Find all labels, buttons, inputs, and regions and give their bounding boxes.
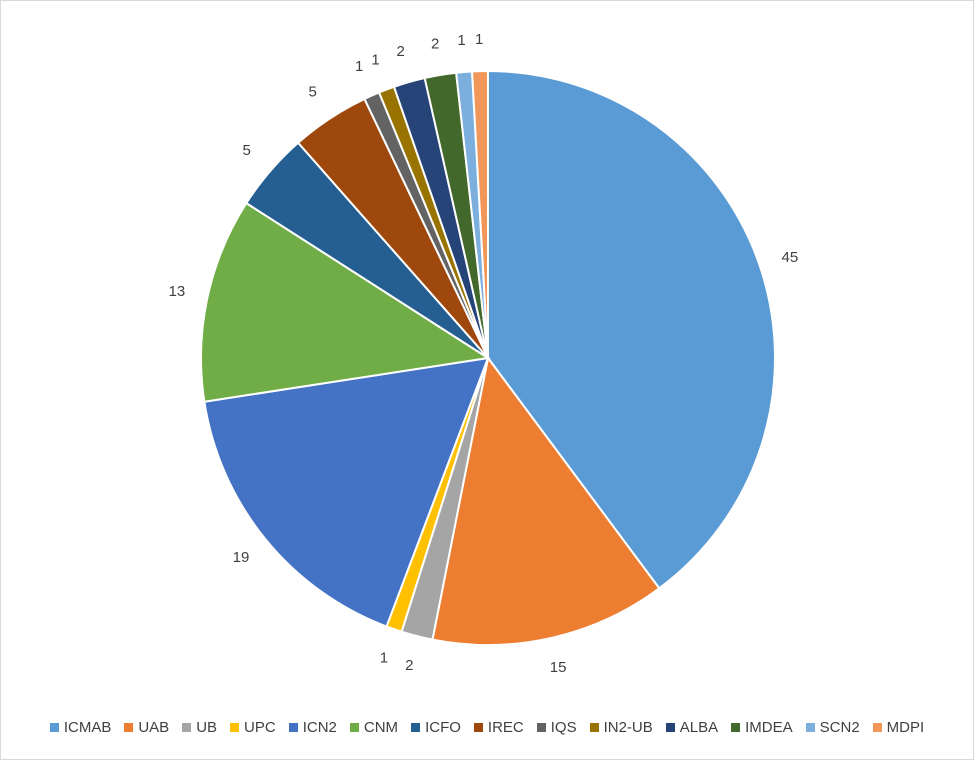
legend-label: UPC: [244, 719, 276, 736]
legend-item: CNM: [349, 719, 399, 736]
data-label: 45: [782, 249, 799, 266]
legend-swatch: [349, 723, 359, 732]
legend-swatch: [230, 723, 240, 732]
legend-item: UPC: [230, 719, 276, 736]
data-label: 1: [355, 58, 363, 75]
legend-swatch: [411, 723, 421, 732]
legend-label: IMDEA: [745, 719, 793, 736]
legend-label: ICMAB: [63, 719, 112, 736]
legend-swatch: [731, 723, 741, 732]
legend-item: IMDEA: [731, 719, 793, 736]
legend-swatch: [124, 723, 134, 732]
pie-slice: [487, 69, 777, 590]
legend-label: MDPI: [886, 719, 925, 736]
legend-label: IN2-UB: [603, 719, 653, 736]
data-label: 5: [309, 84, 317, 101]
data-label: 1: [380, 649, 388, 666]
legend-item: ICMAB: [49, 719, 112, 736]
legend-label: ICFO: [425, 719, 461, 736]
data-label: 15: [550, 659, 567, 676]
data-label: 2: [431, 35, 439, 52]
pie-slice: [431, 355, 661, 646]
legend-item: IN2-UB: [589, 719, 653, 736]
data-label: 1: [371, 52, 379, 69]
data-label: 13: [169, 283, 186, 300]
legend-item: ICFO: [411, 719, 461, 736]
legend-label: ICN2: [302, 719, 337, 736]
legend-item: MDPI: [872, 719, 925, 736]
legend-swatch: [872, 723, 882, 732]
legend-swatch: [473, 723, 483, 732]
legend-label: UAB: [138, 719, 170, 736]
legend: ICMAB UAB UB UPC ICN2 CNM ICFO IREC IQS IN2-UB ALB…: [1, 719, 973, 736]
data-label: 1: [457, 32, 465, 49]
pie-slice: [203, 356, 490, 628]
legend-item: SCN2: [805, 719, 860, 736]
legend-swatch: [805, 723, 815, 732]
legend-swatch: [589, 723, 599, 732]
legend-swatch: [665, 723, 675, 732]
legend-swatch: [49, 723, 59, 732]
data-label: 19: [233, 549, 250, 566]
data-label: 2: [405, 657, 413, 674]
legend-item: ICN2: [288, 719, 337, 736]
legend-swatch: [536, 723, 546, 732]
legend-swatch: [182, 723, 192, 732]
data-label: 5: [242, 142, 250, 159]
legend-label: IQS: [550, 719, 577, 736]
legend-swatch: [288, 723, 298, 732]
legend-item: ALBA: [665, 719, 719, 736]
legend-label: IREC: [487, 719, 524, 736]
data-label: 1: [475, 31, 483, 48]
legend-label: CNM: [363, 719, 399, 736]
data-label: 2: [397, 43, 405, 60]
legend-item: IQS: [536, 719, 577, 736]
legend-item: UAB: [124, 719, 169, 736]
pie-slice: [470, 69, 489, 359]
pie-slice: [200, 201, 491, 403]
legend-label: SCN2: [819, 719, 860, 736]
legend-item: IREC: [473, 719, 524, 736]
legend-item: UB: [182, 719, 217, 736]
legend-label: UB: [196, 719, 218, 736]
legend-label: ALBA: [679, 719, 719, 736]
